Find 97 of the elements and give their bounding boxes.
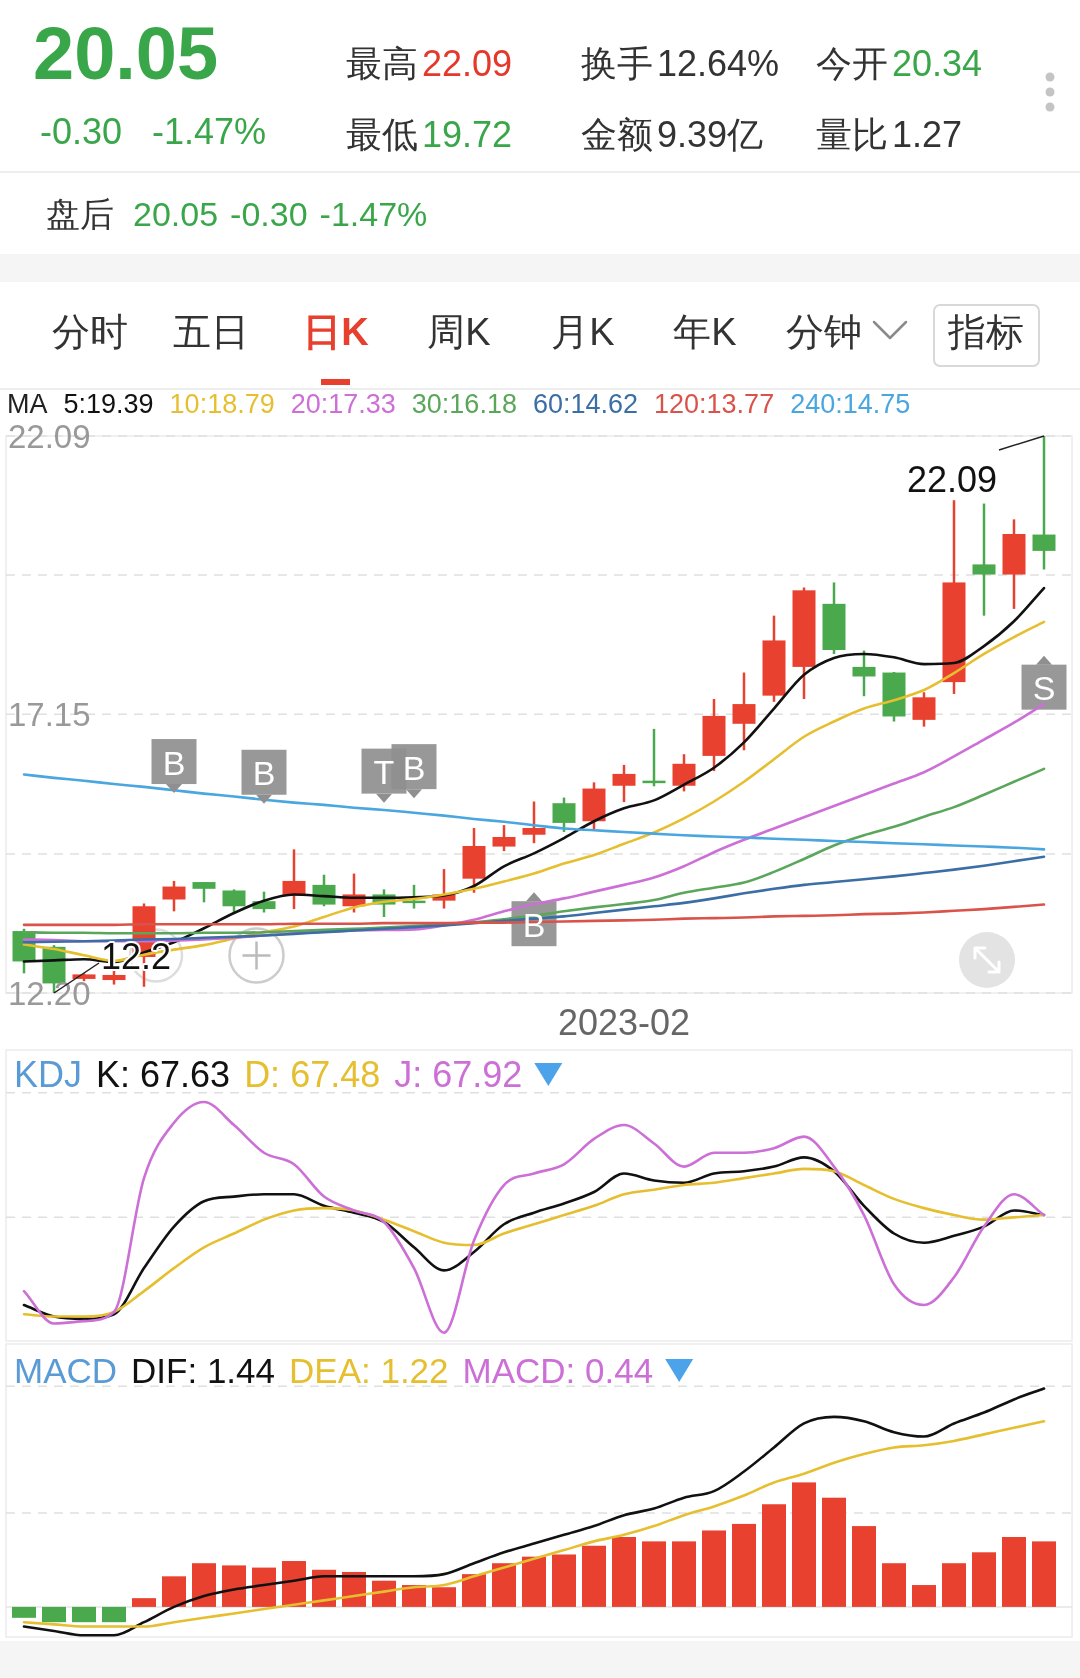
candlestick	[162, 879, 186, 913]
category-label: 分时	[52, 311, 128, 353]
category-label: 分钟	[786, 311, 862, 353]
bar	[102, 1606, 126, 1623]
candlestick	[522, 800, 546, 845]
text: -1.47%	[152, 110, 267, 152]
annotation: MACD: 0.44	[462, 1350, 654, 1390]
bar	[12, 1606, 36, 1618]
category-label: 五日	[173, 311, 249, 353]
annotation: 22.09	[906, 458, 997, 500]
bar	[762, 1504, 786, 1607]
category-label: 指标	[947, 311, 1024, 353]
legend-title: MA	[7, 389, 48, 419]
bar	[702, 1530, 726, 1607]
data-label: B	[402, 748, 426, 787]
y-tick-label: 22.09	[8, 417, 91, 455]
text: -1.47%	[319, 195, 428, 233]
text: 240:14.75	[790, 389, 911, 419]
text: DEA: 1.22	[289, 1350, 449, 1390]
bar	[372, 1580, 396, 1607]
candlestick	[972, 502, 996, 617]
bar	[912, 1585, 936, 1607]
candlestick	[222, 888, 246, 915]
bar	[642, 1541, 666, 1607]
x-tick-label: 2023-02	[557, 1001, 691, 1043]
text: 120:13.77	[654, 389, 775, 419]
bar	[192, 1563, 216, 1607]
data-label: B	[162, 743, 186, 782]
text: 20:17.33	[290, 389, 396, 419]
text: 最高	[346, 42, 418, 84]
bar	[1002, 1537, 1026, 1607]
text: 9.39亿	[657, 113, 764, 155]
text: 5:19.39	[63, 389, 154, 419]
text: 60:14.62	[532, 389, 639, 419]
candlestick	[552, 796, 576, 834]
text: 20.05	[133, 195, 219, 233]
text: 20.34	[892, 42, 983, 84]
legend-title: MACD	[14, 1350, 118, 1390]
text: 金额	[581, 113, 653, 155]
data-label: B	[252, 754, 276, 793]
text: 换手	[581, 42, 653, 84]
bar	[942, 1563, 966, 1607]
text: 最低	[346, 113, 418, 155]
bar	[252, 1567, 276, 1607]
bar	[162, 1576, 186, 1607]
text: J: 67.92	[394, 1053, 523, 1095]
text: K: 67.63	[96, 1053, 231, 1095]
y-tick-label: 17.15	[8, 695, 91, 733]
candlestick	[1032, 434, 1056, 571]
bar	[42, 1606, 66, 1623]
candlestick	[672, 752, 696, 793]
bar	[492, 1563, 516, 1607]
text: 今开	[816, 42, 888, 84]
bar	[612, 1537, 636, 1607]
bar	[72, 1606, 96, 1623]
bar	[732, 1523, 756, 1607]
candlestick	[732, 671, 756, 752]
text: 30:16.18	[411, 389, 517, 419]
bar	[522, 1556, 546, 1607]
bar	[582, 1545, 606, 1607]
category-label: 年K	[673, 311, 737, 353]
bar	[822, 1497, 846, 1607]
text: 19.72	[422, 113, 513, 155]
text: DIF: 1.44	[131, 1350, 276, 1390]
bar	[132, 1598, 156, 1607]
category-label: 周K	[427, 311, 491, 353]
text: 1.27	[892, 113, 963, 155]
text: 10:18.79	[169, 389, 275, 419]
candlestick	[912, 691, 936, 728]
candlestick	[492, 823, 516, 853]
candlestick	[612, 763, 636, 804]
bar	[462, 1574, 486, 1607]
data-label: T	[373, 753, 395, 792]
text: 盘后	[46, 195, 114, 233]
data-label: S	[1032, 669, 1056, 708]
text: -0.30	[40, 110, 123, 152]
bar	[852, 1526, 876, 1607]
text: D: 67.48	[244, 1053, 381, 1095]
bar	[882, 1563, 906, 1607]
text: 22.09	[422, 42, 513, 84]
bar	[552, 1554, 576, 1607]
bar	[792, 1482, 816, 1607]
bar	[222, 1565, 246, 1607]
bar	[672, 1541, 696, 1607]
category-label: 月K	[551, 311, 615, 353]
candlestick	[192, 880, 216, 904]
bar	[432, 1587, 456, 1607]
category-label: 日K	[303, 311, 370, 353]
y-tick-label: 12.20	[8, 974, 91, 1012]
legend-title: KDJ	[14, 1053, 83, 1095]
bar	[1032, 1541, 1056, 1607]
text: 12.64%	[657, 42, 780, 84]
bar	[972, 1552, 996, 1607]
text: -0.30	[230, 195, 308, 233]
text: 20.05	[33, 11, 219, 95]
candlestick	[852, 649, 876, 698]
text: 量比	[816, 113, 888, 155]
